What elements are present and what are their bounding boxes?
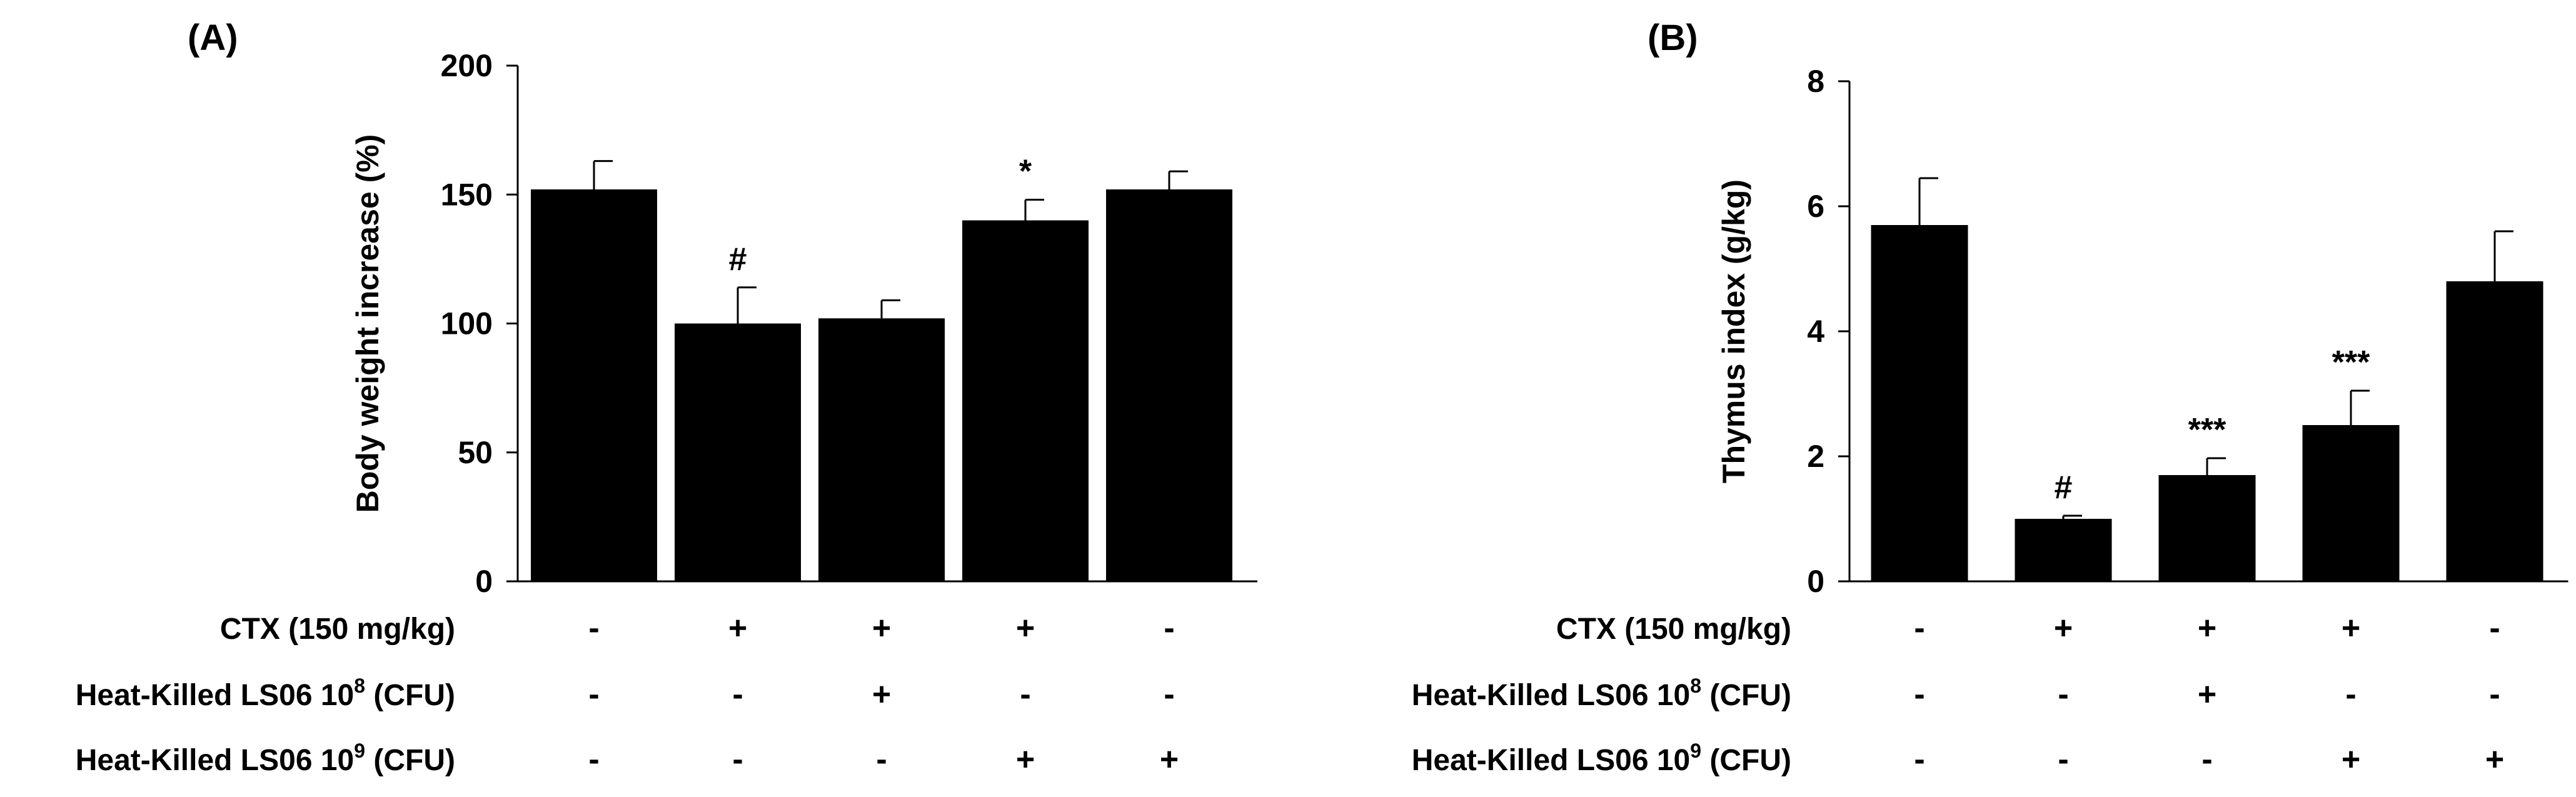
y-tick-label: 6 (1807, 189, 1824, 224)
treatment-cell: - (876, 741, 887, 778)
treatment-cell: + (2342, 741, 2360, 778)
y-tick-label: 4 (1807, 314, 1824, 349)
treatment-cell: - (732, 676, 743, 713)
treatment-row-label-1: CTX (150 mg/kg) (1556, 613, 1791, 646)
treatment-row-label-2: Heat-Killed LS06 108 (CFU) (76, 674, 455, 712)
treatment-cell: - (588, 610, 599, 646)
treatment-cell: - (2489, 676, 2500, 713)
treatment-cell: - (2345, 676, 2356, 713)
treatment-cell: + (1016, 610, 1035, 646)
treatment-cell: - (1914, 676, 1924, 713)
treatment-cell: - (2058, 741, 2068, 778)
treatment-cell: - (1914, 741, 1924, 778)
treatment-cell: - (732, 741, 743, 778)
bar-2 (2015, 519, 2112, 581)
treatment-row-label-1: CTX (150 mg/kg) (220, 613, 455, 646)
y-tick-label: 0 (1807, 564, 1824, 599)
bar-3 (2158, 475, 2256, 581)
treatment-cell: + (1160, 741, 1179, 778)
y-tick-label: 2 (1807, 439, 1824, 474)
treatment-cell: + (728, 610, 747, 646)
treatment-cell: + (2485, 741, 2504, 778)
significance-marker-3: *** (2188, 412, 2226, 448)
treatment-cell: + (2198, 676, 2216, 713)
bar-1 (1871, 225, 1968, 581)
y-tick-label: 150 (441, 177, 493, 212)
treatment-cell: - (588, 676, 599, 713)
y-axis-title: Body weight increase (%) (350, 134, 385, 513)
treatment-cell: - (1914, 610, 1924, 646)
bar-1 (531, 189, 657, 581)
treatment-cell: + (872, 676, 891, 713)
chart-panel-a: (A) 0 50 100 150 200 Body weight increase (%) #… (76, 18, 1257, 778)
significance-marker-4: *** (2332, 344, 2370, 381)
treatment-cell: - (588, 741, 599, 778)
treatment-cell: + (2198, 610, 2216, 646)
y-axis-title: Thymus index (g/kg) (1716, 179, 1751, 483)
bar-4 (2302, 425, 2400, 581)
treatment-cell: - (1164, 676, 1174, 713)
treatment-cell: - (1164, 610, 1174, 646)
treatment-cell: - (2201, 741, 2212, 778)
treatment-cell: + (2342, 610, 2360, 646)
bar-2 (675, 323, 801, 581)
panel-label: (B) (1648, 18, 1698, 58)
treatment-cell: + (872, 610, 891, 646)
treatment-cell: - (2058, 676, 2068, 713)
treatment-cell: - (2489, 610, 2500, 646)
bar-3 (818, 318, 945, 581)
treatment-row-label-3: Heat-Killed LS06 109 (CFU) (1412, 739, 1791, 777)
chart-panel-b: (B) 0 2 4 6 8 Thymus index (g/kg) # *** *** CTX (1… (1412, 18, 2568, 778)
treatment-row-label-3: Heat-Killed LS06 109 (CFU) (76, 739, 455, 777)
bar-4 (962, 220, 1089, 581)
bar-5 (1106, 189, 1232, 581)
treatment-cell: - (1020, 676, 1030, 713)
y-tick-label: 0 (475, 564, 493, 599)
treatment-row-label-2: Heat-Killed LS06 108 (CFU) (1412, 674, 1791, 712)
panel-label: (A) (188, 18, 238, 58)
y-tick-label: 8 (1807, 64, 1824, 99)
y-tick-label: 200 (441, 48, 493, 83)
bar-5 (2446, 281, 2543, 581)
y-tick-label: 100 (441, 306, 493, 341)
significance-marker-2: # (729, 241, 747, 278)
significance-marker-4: * (1019, 154, 1032, 190)
y-tick-label: 50 (458, 435, 493, 470)
treatment-cell: + (2054, 610, 2073, 646)
treatment-cell: + (1016, 741, 1035, 778)
significance-marker-2: # (2055, 469, 2073, 506)
